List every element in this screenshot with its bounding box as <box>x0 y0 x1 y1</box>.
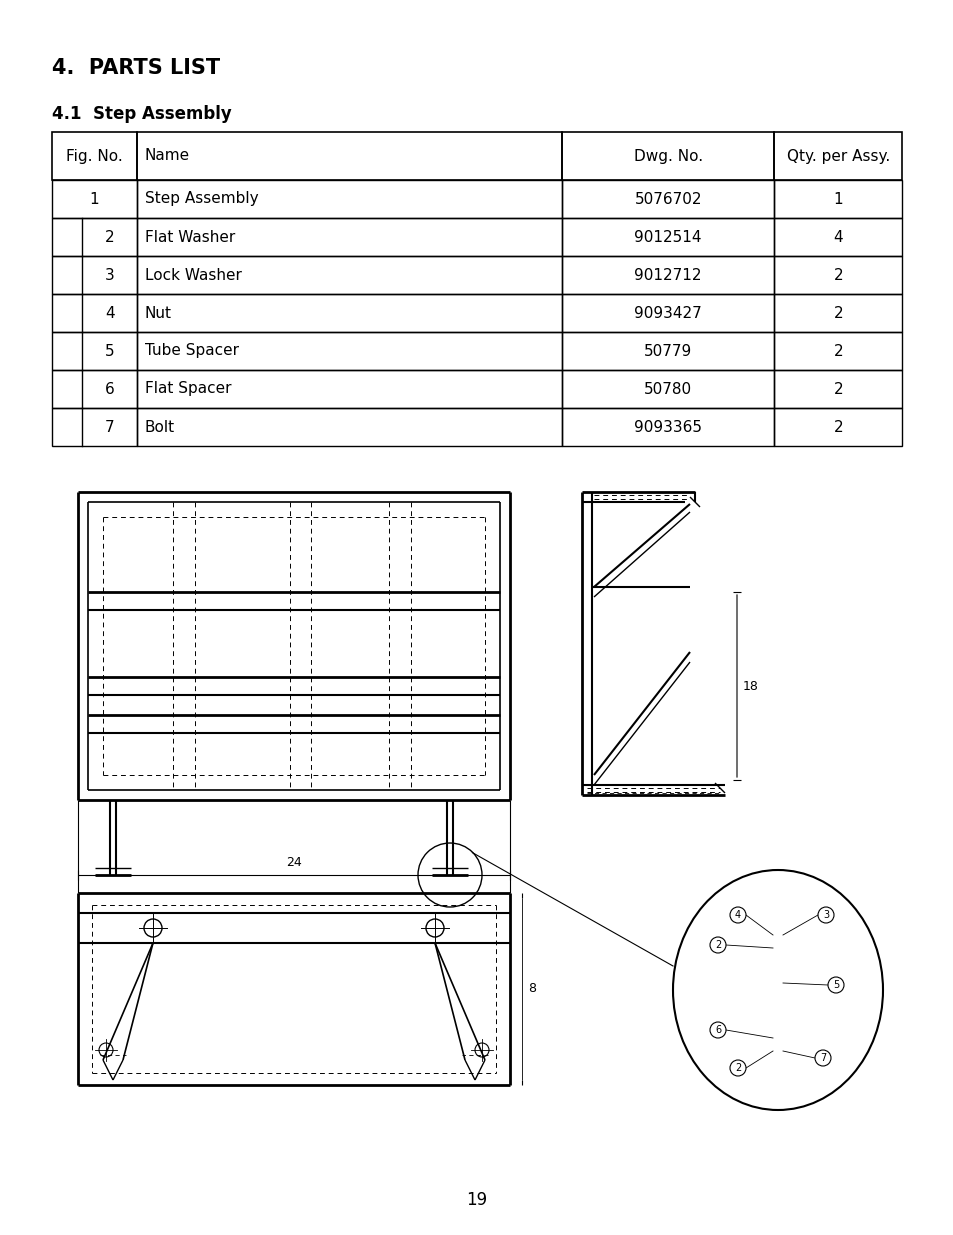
Text: 4.1  Step Assembly: 4.1 Step Assembly <box>52 105 232 124</box>
Bar <box>774 219 901 256</box>
Text: 7: 7 <box>819 1053 825 1063</box>
Text: 50780: 50780 <box>643 382 692 396</box>
Text: 4: 4 <box>833 230 842 245</box>
Bar <box>137 408 561 446</box>
Text: 3: 3 <box>105 268 114 283</box>
Bar <box>52 180 137 219</box>
Text: 6: 6 <box>105 382 114 396</box>
Text: 3: 3 <box>822 910 828 920</box>
Text: 2: 2 <box>734 1063 740 1073</box>
Bar <box>52 370 137 408</box>
Bar <box>561 332 774 370</box>
Text: 4: 4 <box>734 910 740 920</box>
Bar <box>561 256 774 294</box>
Text: Nut: Nut <box>145 305 172 321</box>
Text: 1: 1 <box>833 191 842 206</box>
Text: 9093365: 9093365 <box>634 420 701 435</box>
Text: 2: 2 <box>714 940 720 950</box>
Text: 5: 5 <box>832 981 839 990</box>
Ellipse shape <box>672 869 882 1110</box>
Text: Lock Washer: Lock Washer <box>145 268 242 283</box>
Bar <box>774 370 901 408</box>
Text: 6: 6 <box>714 1025 720 1035</box>
Bar <box>137 180 561 219</box>
Bar <box>774 332 901 370</box>
Text: 4.  PARTS LIST: 4. PARTS LIST <box>52 58 220 78</box>
Text: Name: Name <box>145 148 190 163</box>
Text: 5076702: 5076702 <box>634 191 701 206</box>
Text: 5: 5 <box>105 343 114 358</box>
Circle shape <box>729 906 745 923</box>
Bar <box>561 132 774 180</box>
Bar <box>774 132 901 180</box>
Bar <box>52 294 137 332</box>
Text: Step Assembly: Step Assembly <box>145 191 258 206</box>
Bar <box>137 332 561 370</box>
Text: 8: 8 <box>527 983 536 995</box>
Circle shape <box>827 977 843 993</box>
Circle shape <box>709 1023 725 1037</box>
Bar <box>52 256 137 294</box>
Text: 1: 1 <box>90 191 99 206</box>
Text: 2: 2 <box>833 382 842 396</box>
Text: 2: 2 <box>833 420 842 435</box>
Circle shape <box>814 1050 830 1066</box>
Bar <box>137 132 561 180</box>
Bar <box>137 370 561 408</box>
Bar <box>774 180 901 219</box>
Bar <box>561 408 774 446</box>
Text: 2: 2 <box>833 343 842 358</box>
Text: Qty. per Assy.: Qty. per Assy. <box>786 148 889 163</box>
Text: Flat Spacer: Flat Spacer <box>145 382 232 396</box>
Bar <box>137 219 561 256</box>
Text: Dwg. No.: Dwg. No. <box>633 148 702 163</box>
Text: 24: 24 <box>286 857 301 869</box>
Text: Tube Spacer: Tube Spacer <box>145 343 239 358</box>
Text: 2: 2 <box>833 268 842 283</box>
Text: 9012712: 9012712 <box>634 268 701 283</box>
Text: 18: 18 <box>742 679 758 693</box>
Text: 9012514: 9012514 <box>634 230 701 245</box>
Bar <box>774 408 901 446</box>
Text: Flat Washer: Flat Washer <box>145 230 235 245</box>
Text: 2: 2 <box>105 230 114 245</box>
Bar <box>52 332 137 370</box>
Bar <box>137 256 561 294</box>
Bar <box>561 370 774 408</box>
Bar <box>561 219 774 256</box>
Text: Bolt: Bolt <box>145 420 175 435</box>
Bar <box>52 408 137 446</box>
Bar <box>137 294 561 332</box>
Text: 50779: 50779 <box>643 343 692 358</box>
Text: 9093427: 9093427 <box>634 305 701 321</box>
Bar <box>774 294 901 332</box>
Bar <box>774 256 901 294</box>
Circle shape <box>729 1060 745 1076</box>
Text: Fig. No.: Fig. No. <box>66 148 123 163</box>
Text: 4: 4 <box>105 305 114 321</box>
Text: 19: 19 <box>466 1191 487 1209</box>
Circle shape <box>817 906 833 923</box>
Circle shape <box>709 937 725 953</box>
Text: 7: 7 <box>105 420 114 435</box>
Bar <box>561 294 774 332</box>
Bar <box>561 180 774 219</box>
Bar <box>52 219 137 256</box>
Text: 2: 2 <box>833 305 842 321</box>
Bar <box>52 132 137 180</box>
